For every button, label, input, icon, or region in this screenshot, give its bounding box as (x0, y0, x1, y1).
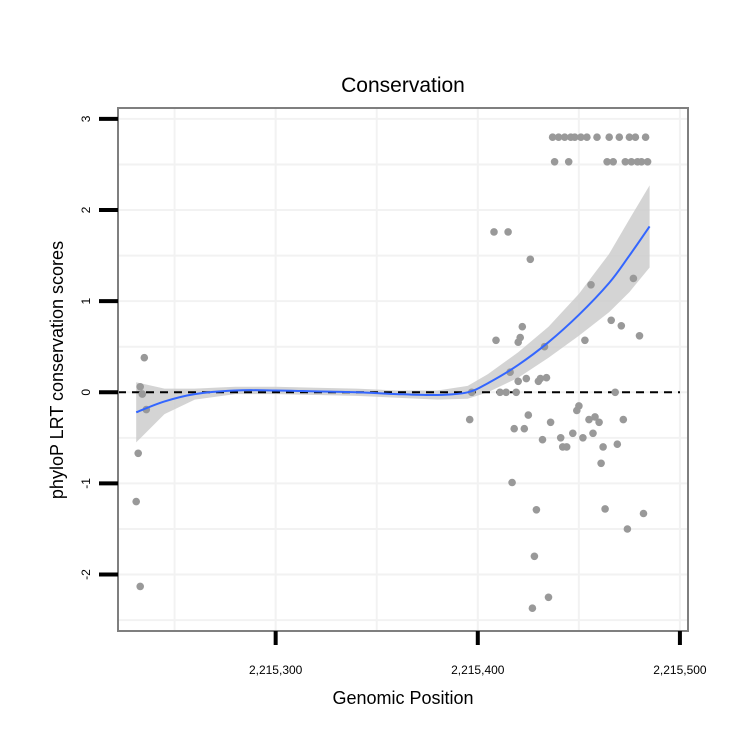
data-point (641, 133, 650, 141)
x-tick-label: 2,215,500 (653, 663, 707, 677)
data-point (589, 429, 597, 438)
data-point (625, 133, 634, 141)
data-point (496, 388, 504, 397)
smooth-line (135, 225, 651, 414)
y-axis-ticks: -2 -1 0 1 2 3 (79, 115, 118, 580)
smooth-fit-line (135, 225, 651, 414)
data-points (132, 133, 652, 612)
data-point (538, 435, 547, 444)
data-point (138, 390, 147, 398)
x-tick-label: 2,215,400 (451, 663, 505, 677)
chart-title: Conservation (341, 74, 465, 97)
x-axis-ticks: 2,215,300 2,215,400 2,215,500 (249, 631, 707, 677)
data-point (514, 377, 522, 386)
data-point (571, 133, 579, 141)
data-point (562, 443, 571, 451)
y-tick-label: -1 (79, 478, 93, 489)
data-point (526, 255, 535, 264)
data-point (510, 424, 518, 433)
data-point (617, 322, 626, 330)
data-point (136, 383, 144, 391)
data-point (585, 415, 593, 424)
data-point (595, 418, 603, 427)
data-point (518, 322, 527, 331)
data-point (524, 411, 533, 419)
x-axis-title: Genomic Position (332, 688, 473, 708)
y-axis-title: phyloP LRT conservation scores (47, 241, 67, 499)
data-point (609, 158, 617, 166)
data-point (587, 281, 595, 289)
data-point (502, 388, 510, 397)
data-point (621, 158, 630, 166)
data-point (136, 582, 144, 591)
y-tick-label: -2 (79, 569, 93, 580)
data-point (583, 133, 591, 141)
y-tick-label: 1 (79, 298, 93, 305)
data-point (615, 133, 624, 141)
data-point (605, 133, 613, 141)
data-point (560, 133, 569, 141)
y-tick-label: 2 (79, 206, 93, 213)
data-point (591, 413, 599, 421)
data-point (575, 402, 583, 410)
data-point (536, 374, 545, 383)
data-point (548, 133, 557, 141)
data-point (619, 415, 628, 424)
data-point (599, 443, 607, 451)
data-point (512, 388, 520, 397)
data-point (601, 505, 609, 513)
data-point (643, 158, 652, 166)
data-point (637, 158, 646, 166)
data-point (579, 434, 587, 442)
plot-panel (118, 108, 688, 631)
data-point (611, 388, 619, 397)
panel-border (117, 107, 689, 632)
data-point (550, 158, 559, 166)
confidence-band (136, 185, 650, 443)
confidence-band-area (136, 185, 650, 443)
data-point (629, 274, 638, 283)
data-point (134, 449, 142, 458)
data-point (508, 478, 516, 487)
data-point (556, 434, 565, 442)
y-tick-label: 0 (79, 389, 93, 396)
data-point (528, 604, 537, 612)
data-point (132, 497, 140, 506)
data-point (544, 593, 553, 602)
data-point (577, 133, 585, 141)
data-point (520, 424, 529, 433)
data-point (597, 459, 605, 468)
data-point (569, 429, 577, 438)
data-point (546, 418, 555, 427)
data-point (581, 336, 589, 345)
data-point (627, 158, 636, 166)
data-point (593, 133, 601, 141)
data-point (465, 415, 474, 424)
data-point (530, 552, 539, 561)
data-point (639, 509, 648, 518)
data-point (554, 133, 563, 141)
data-point (516, 333, 524, 342)
data-point (542, 373, 551, 382)
data-point (603, 158, 611, 166)
data-point (623, 525, 632, 533)
data-point (504, 228, 512, 236)
data-point (607, 316, 615, 325)
data-point (490, 228, 498, 236)
data-point (492, 336, 500, 345)
data-point (635, 332, 644, 340)
data-point (532, 506, 541, 514)
y-tick-label: 3 (79, 115, 93, 122)
data-point (613, 440, 622, 449)
x-tick-label: 2,215,300 (249, 663, 303, 677)
data-point (522, 374, 531, 383)
data-point (631, 133, 640, 141)
data-point (140, 353, 149, 362)
data-point (564, 158, 573, 166)
